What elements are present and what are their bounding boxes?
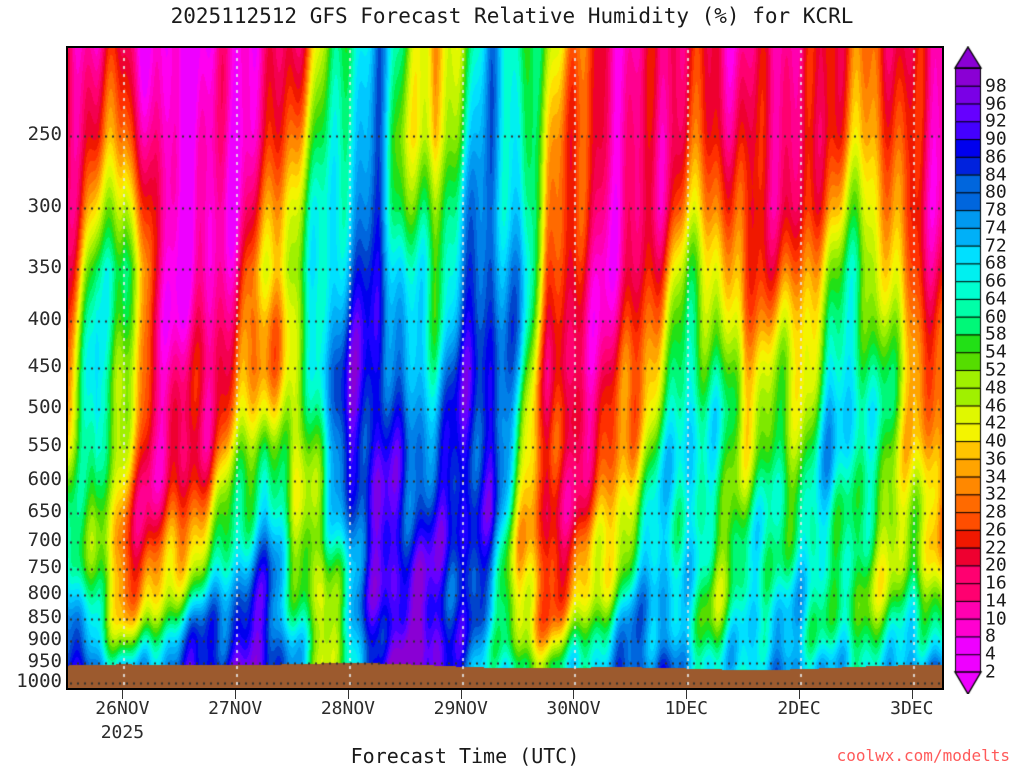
colorbar-tick-label: 84: [985, 164, 1007, 186]
y-axis-tick-label: 700: [27, 529, 62, 552]
colorbar-tick-label: 4: [985, 643, 996, 665]
y-axis-tick-label: 950: [27, 649, 62, 672]
colorbar-tick-label: 74: [985, 217, 1007, 239]
x-axis-tick-mark: [122, 690, 123, 699]
y-axis-tick-label: 400: [27, 308, 62, 331]
x-axis-tick-mark: [799, 690, 800, 699]
x-axis-year-label: 2025: [100, 722, 145, 743]
x-axis-tick-label: 26NOV: [95, 698, 150, 719]
colorbar-tick-label: 52: [985, 359, 1007, 381]
colorbar-tick-label: 98: [985, 75, 1007, 97]
x-axis-tick-label: 3DEC: [890, 698, 934, 719]
colorbar-tick-label: 2: [985, 661, 996, 683]
page-title: 2025112512 GFS Forecast Relative Humidit…: [170, 4, 854, 28]
x-axis-tick-mark: [686, 690, 687, 699]
colorbar-tick-label: 10: [985, 608, 1007, 630]
colorbar-tick-label: 8: [985, 625, 996, 647]
y-axis-tick-label: 600: [27, 468, 62, 491]
x-axis-tick-label: 1DEC: [664, 698, 708, 719]
y-axis-tick-label: 750: [27, 556, 62, 579]
x-axis-tick-mark: [461, 690, 462, 699]
x-axis-tick-mark: [912, 690, 913, 699]
y-axis-tick-label: 250: [27, 123, 62, 146]
y-axis-tick-label: 650: [27, 499, 62, 522]
colorbar-tick-label: 66: [985, 270, 1007, 292]
colorbar-tick-label: 26: [985, 519, 1007, 541]
x-axis-tick-label: 2DEC: [777, 698, 821, 719]
colorbar-tick-label: 20: [985, 554, 1007, 576]
colorbar-swatches: [953, 46, 985, 694]
watermark-link[interactable]: coolwx.com/modelts: [836, 746, 1010, 765]
colorbar-tick-label: 46: [985, 395, 1007, 417]
y-axis-tick-label: 550: [27, 434, 62, 457]
y-axis-tick-label: 800: [27, 581, 62, 604]
colorbar-tick-label: 40: [985, 430, 1007, 452]
colorbar: 98 96 92 90 86 84 80 78 74 72 68 66 64 60 58 54 52 48 46 42…: [953, 46, 1024, 694]
x-axis-tick-label: 30NOV: [546, 698, 601, 719]
colorbar-tick-label: 48: [985, 377, 1007, 399]
y-axis-tick-label: 500: [27, 396, 62, 419]
plot-area: [66, 46, 944, 690]
x-axis-tick-label: 27NOV: [208, 698, 263, 719]
x-axis-tick-mark: [235, 690, 236, 699]
y-axis-tick-label: 350: [27, 255, 62, 278]
colorbar-tick-label: 64: [985, 288, 1007, 310]
colorbar-tick-label: 80: [985, 181, 1007, 203]
gridlines-overlay: [68, 48, 942, 688]
x-axis-title: Forecast Time (UTC): [350, 744, 580, 768]
colorbar-tick-label: 72: [985, 235, 1007, 257]
colorbar-tick-label: 60: [985, 306, 1007, 328]
x-axis-tick-label: 29NOV: [433, 698, 488, 719]
x-axis-tick-mark: [573, 690, 574, 699]
y-axis: 250 300 350 400 450 500 550 600 650 700 750 800 850 9…: [0, 0, 62, 768]
colorbar-tick-label: 86: [985, 146, 1007, 168]
colorbar-tick-label: 22: [985, 537, 1007, 559]
x-axis-tick-mark: [348, 690, 349, 699]
colorbar-tick-label: 96: [985, 93, 1007, 115]
colorbar-tick-label: 58: [985, 323, 1007, 345]
colorbar-tick-label: 90: [985, 128, 1007, 150]
x-axis-tick-label: 28NOV: [320, 698, 376, 719]
colorbar-tick-label: 36: [985, 448, 1007, 470]
colorbar-tick-label: 14: [985, 590, 1007, 612]
colorbar-tick-label: 68: [985, 252, 1007, 274]
colorbar-tick-label: 54: [985, 341, 1007, 363]
y-axis-tick-label: 300: [27, 194, 62, 217]
colorbar-tick-label: 92: [985, 110, 1007, 132]
y-axis-tick-label: 1000: [16, 669, 62, 692]
colorbar-tick-label: 16: [985, 572, 1007, 594]
colorbar-tick-label: 34: [985, 466, 1007, 488]
colorbar-tick-label: 28: [985, 501, 1007, 523]
colorbar-tick-label: 78: [985, 199, 1007, 221]
colorbar-tick-label: 32: [985, 483, 1007, 505]
y-axis-tick-label: 900: [27, 628, 62, 651]
y-axis-tick-label: 450: [27, 354, 62, 377]
y-axis-tick-label: 850: [27, 605, 62, 628]
colorbar-tick-label: 42: [985, 412, 1007, 434]
